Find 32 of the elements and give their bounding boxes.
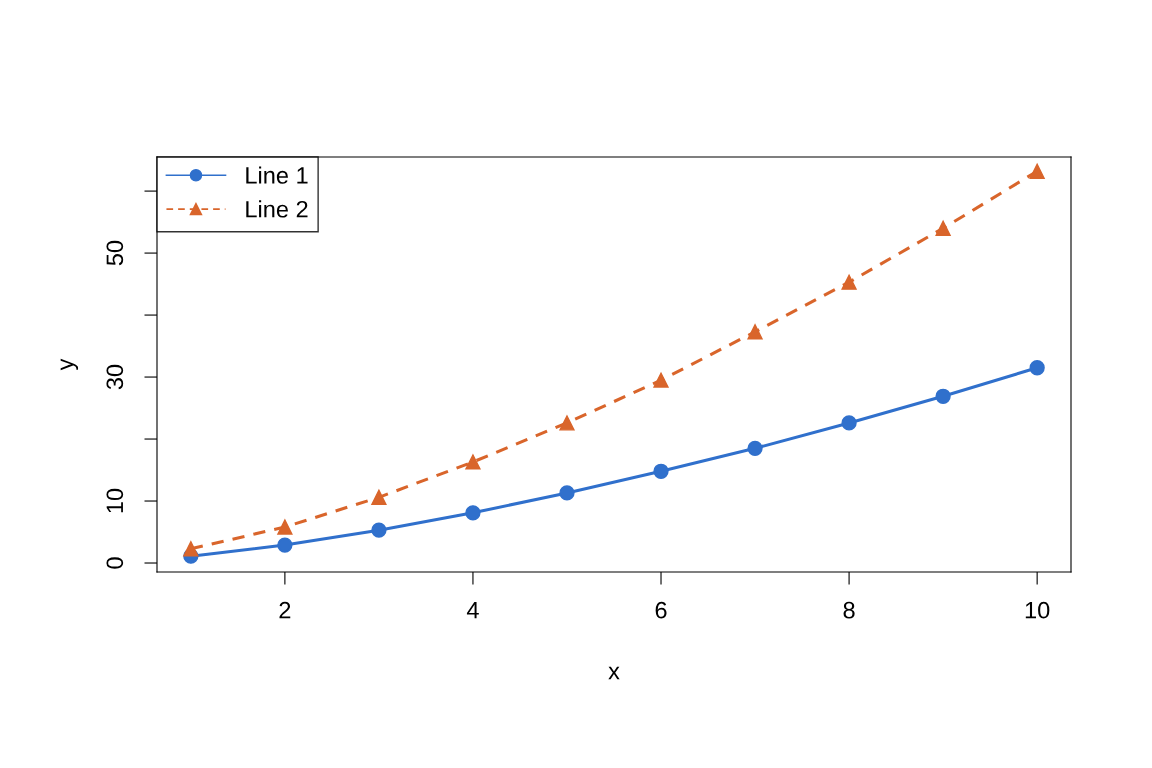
y-tick-label: 30 — [106, 364, 124, 390]
legend-label: Line 2 — [246, 200, 308, 218]
x-tick-label: 6 — [655, 601, 667, 619]
x-tick-label: 4 — [466, 602, 479, 619]
x-tick-label: 2 — [279, 601, 291, 619]
point — [371, 522, 387, 538]
point — [465, 505, 481, 521]
y-tick-label: 10 — [106, 488, 124, 513]
point — [183, 541, 199, 557]
point — [371, 489, 387, 505]
y-tick-label: 0 — [106, 557, 124, 569]
y-axis-title: y — [60, 358, 79, 371]
point — [465, 454, 481, 470]
point — [935, 220, 951, 236]
x-axis-title: x — [608, 666, 620, 680]
point — [653, 372, 669, 388]
legend-label: Line 1 — [246, 166, 308, 184]
y-tick-label: 50 — [106, 240, 124, 266]
point — [277, 537, 293, 553]
point — [747, 440, 763, 456]
x-tick-label: 8 — [843, 601, 855, 619]
point — [1029, 360, 1045, 376]
point — [653, 463, 669, 479]
point — [935, 388, 951, 404]
point — [559, 415, 575, 431]
x-tick-label: 10 — [1025, 601, 1050, 619]
point — [559, 485, 575, 501]
point — [277, 519, 293, 535]
point — [841, 415, 857, 431]
point — [841, 274, 857, 290]
point — [1029, 163, 1045, 179]
point — [747, 324, 763, 340]
